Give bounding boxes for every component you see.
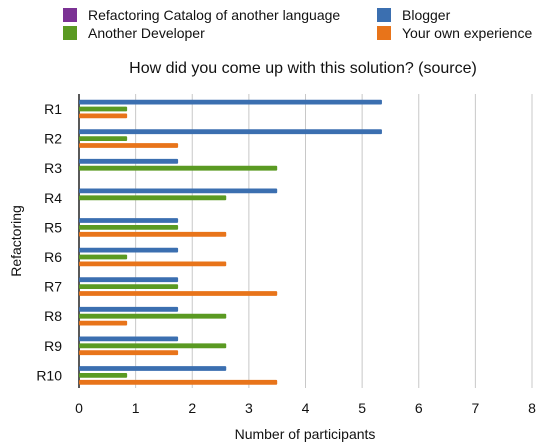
bar xyxy=(79,373,128,378)
category-label: R7 xyxy=(44,279,62,295)
legend-swatch xyxy=(377,8,391,22)
x-tick-label: 2 xyxy=(188,400,196,416)
legend-label: Blogger xyxy=(402,7,451,23)
bar xyxy=(79,306,179,312)
x-tick-label: 8 xyxy=(528,400,536,416)
bar xyxy=(79,320,128,326)
bar xyxy=(79,158,179,164)
category-label: R10 xyxy=(36,367,62,383)
category-label: R1 xyxy=(44,101,62,117)
bar xyxy=(79,143,179,148)
bars xyxy=(79,99,382,385)
x-tick-label: 5 xyxy=(358,400,366,416)
chart-title: How did you come up with this solution? … xyxy=(129,60,477,77)
bar xyxy=(79,336,179,342)
x-tick-labels: 0 1 2 3 4 5 6 7 8 xyxy=(75,400,536,416)
legend-swatch xyxy=(63,8,77,22)
bar xyxy=(79,350,179,356)
legend-label: Your own experience xyxy=(402,25,532,41)
y-axis-label: Refactoring xyxy=(8,205,24,277)
category-label: R5 xyxy=(44,219,62,235)
bar xyxy=(79,99,382,105)
bar xyxy=(79,225,179,230)
bar xyxy=(79,129,382,135)
category-label: R6 xyxy=(44,249,62,265)
legend-label: Refactoring Catalog of another language xyxy=(88,7,340,23)
x-tick-label: 6 xyxy=(415,400,423,416)
legend: Refactoring Catalog of another language B… xyxy=(63,7,532,41)
bar xyxy=(79,366,227,371)
x-tick-label: 0 xyxy=(75,400,83,416)
y-category-labels: R1 R2 R3 R4 R5 R6 R7 R8 R9 R10 xyxy=(36,101,62,383)
bar xyxy=(79,195,227,201)
bar xyxy=(79,218,179,223)
bar xyxy=(79,106,128,112)
bar xyxy=(79,379,278,385)
category-label: R2 xyxy=(44,131,62,147)
x-tick-label: 7 xyxy=(471,400,479,416)
legend-swatch xyxy=(63,26,77,40)
bar xyxy=(79,231,227,237)
bar xyxy=(79,261,227,267)
bar xyxy=(79,254,128,260)
bar xyxy=(79,284,179,289)
category-label: R3 xyxy=(44,160,62,176)
category-label: R8 xyxy=(44,308,62,324)
x-tick-label: 1 xyxy=(132,400,140,416)
category-label: R9 xyxy=(44,338,62,354)
x-tick-label: 3 xyxy=(245,400,253,416)
x-tick-label: 4 xyxy=(302,400,310,416)
bar xyxy=(79,277,179,283)
bar xyxy=(79,291,278,296)
bar xyxy=(79,247,179,253)
category-label: R4 xyxy=(44,190,62,206)
bar xyxy=(79,343,227,349)
x-axis-label: Number of participants xyxy=(235,426,376,442)
bar xyxy=(79,136,128,141)
bar xyxy=(79,165,278,171)
bar xyxy=(79,188,278,194)
bar xyxy=(79,313,227,319)
bar xyxy=(79,113,128,119)
legend-label: Another Developer xyxy=(88,25,205,41)
legend-swatch xyxy=(377,26,391,40)
